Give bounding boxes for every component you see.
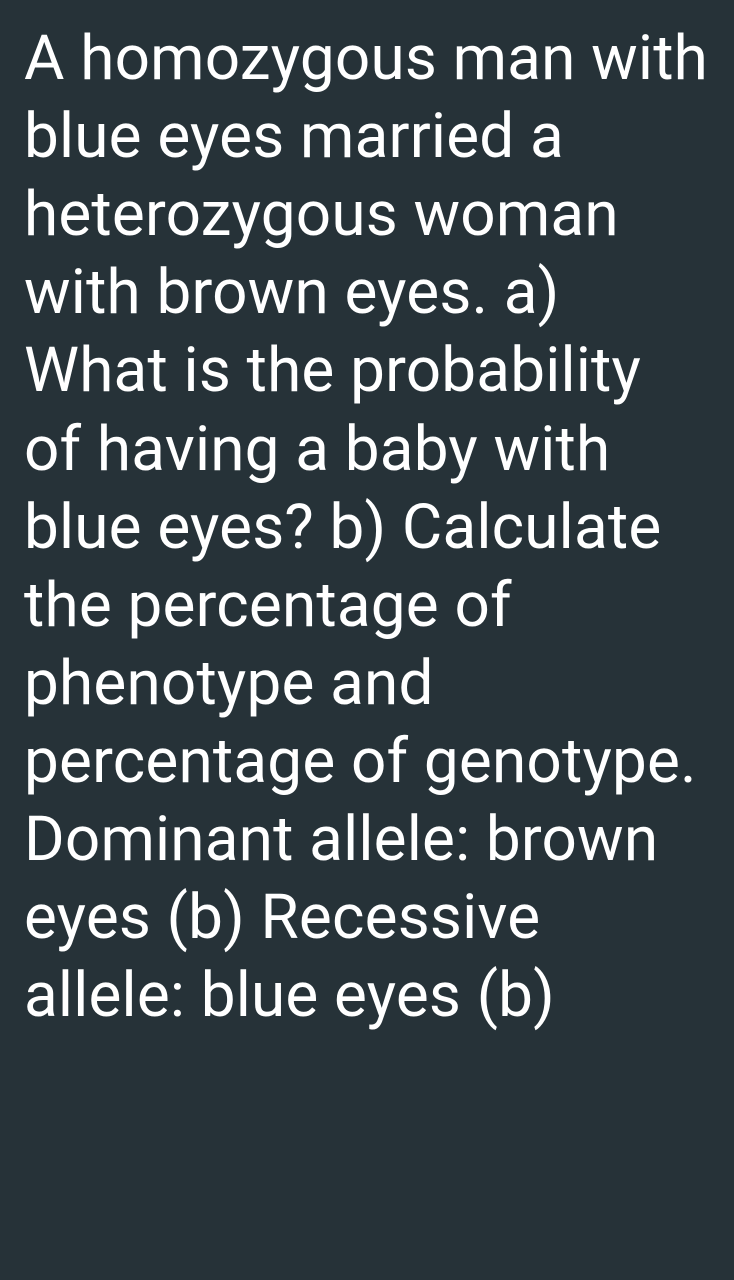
question-text: A homozygous man with blue eyes married …	[24, 20, 710, 1035]
